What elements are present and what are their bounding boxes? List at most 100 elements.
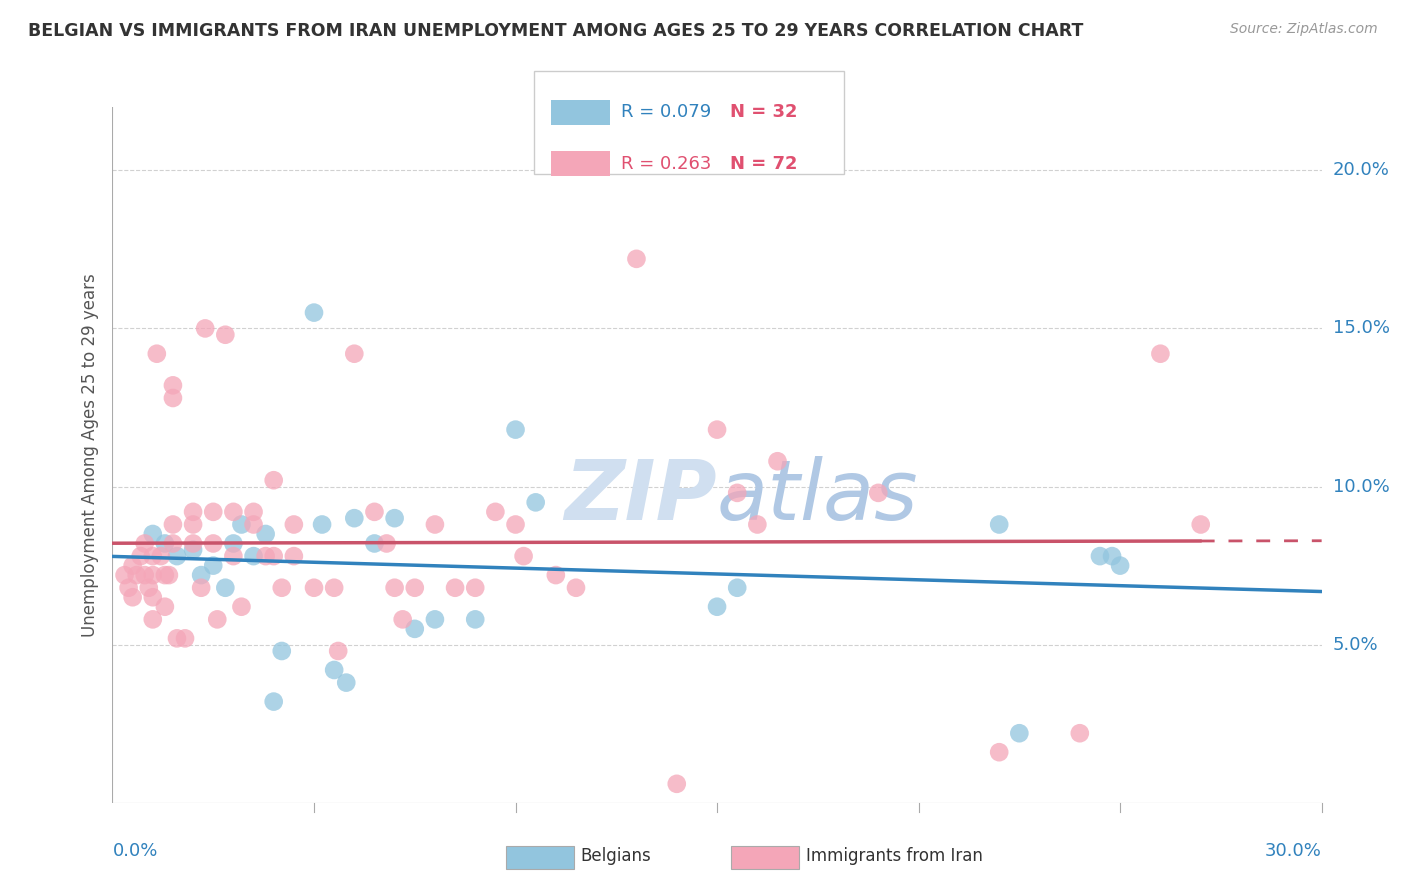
Text: R = 0.079: R = 0.079 [621, 103, 711, 121]
Text: 30.0%: 30.0% [1265, 842, 1322, 860]
Point [1189, 517, 1212, 532]
Point [142, 612, 165, 626]
Point [512, 549, 534, 563]
Point [544, 568, 567, 582]
Point [194, 321, 217, 335]
Point [153, 536, 176, 550]
Point [404, 622, 426, 636]
Point [1101, 549, 1123, 563]
Point [423, 517, 446, 532]
Point [142, 591, 165, 605]
Point [207, 612, 229, 626]
Point [1088, 549, 1111, 563]
Point [1008, 726, 1031, 740]
Point [146, 347, 169, 361]
Point [142, 549, 165, 563]
Point [423, 612, 446, 626]
Point [311, 517, 333, 532]
Point [343, 511, 366, 525]
Point [231, 599, 253, 614]
Point [725, 581, 748, 595]
Point [222, 549, 245, 563]
Point [254, 527, 277, 541]
Point [444, 581, 467, 595]
Point [162, 517, 184, 532]
Text: Immigrants from Iran: Immigrants from Iran [806, 847, 983, 865]
Point [157, 568, 180, 582]
Point [190, 568, 212, 582]
Point [263, 695, 285, 709]
Text: R = 0.263: R = 0.263 [621, 154, 711, 173]
Text: 0.0%: 0.0% [112, 842, 157, 860]
Point [404, 581, 426, 595]
Point [162, 391, 184, 405]
Point [343, 347, 366, 361]
Point [181, 517, 204, 532]
Text: 20.0%: 20.0% [1333, 161, 1389, 179]
Point [375, 536, 398, 550]
Point [142, 568, 165, 582]
Text: 10.0%: 10.0% [1333, 477, 1389, 496]
Point [202, 505, 225, 519]
Y-axis label: Unemployment Among Ages 25 to 29 years: Unemployment Among Ages 25 to 29 years [80, 273, 98, 637]
Point [270, 581, 292, 595]
Point [283, 517, 305, 532]
Point [202, 558, 225, 573]
Point [1109, 558, 1132, 573]
Point [134, 536, 156, 550]
Point [323, 581, 346, 595]
Point [117, 581, 139, 595]
Point [162, 536, 184, 550]
Point [121, 591, 143, 605]
Point [323, 663, 346, 677]
Point [142, 527, 165, 541]
Point [363, 505, 385, 519]
Point [505, 423, 527, 437]
Point [484, 505, 506, 519]
Point [138, 581, 160, 595]
Point [747, 517, 769, 532]
Text: BELGIAN VS IMMIGRANTS FROM IRAN UNEMPLOYMENT AMONG AGES 25 TO 29 YEARS CORRELATI: BELGIAN VS IMMIGRANTS FROM IRAN UNEMPLOY… [28, 22, 1084, 40]
Point [391, 612, 413, 626]
Text: N = 32: N = 32 [730, 103, 797, 121]
Point [565, 581, 588, 595]
Text: Belgians: Belgians [581, 847, 651, 865]
Point [524, 495, 547, 509]
Point [254, 549, 277, 563]
Point [242, 517, 264, 532]
Text: 15.0%: 15.0% [1333, 319, 1389, 337]
Point [181, 505, 204, 519]
Point [153, 599, 176, 614]
Point [988, 745, 1011, 759]
Point [1069, 726, 1091, 740]
Point [626, 252, 648, 266]
Text: N = 72: N = 72 [730, 154, 797, 173]
Point [214, 581, 236, 595]
Point [222, 536, 245, 550]
Point [665, 777, 688, 791]
Point [384, 581, 406, 595]
Point [242, 505, 264, 519]
Point [114, 568, 136, 582]
Point [464, 612, 486, 626]
Point [505, 517, 527, 532]
Point [263, 549, 285, 563]
Point [766, 454, 789, 468]
Point [263, 473, 285, 487]
Text: ZIP: ZIP [564, 456, 717, 537]
Point [214, 327, 236, 342]
Text: 5.0%: 5.0% [1333, 636, 1378, 654]
Point [725, 486, 748, 500]
Point [1149, 347, 1171, 361]
Point [302, 581, 325, 595]
Point [988, 517, 1011, 532]
Point [384, 511, 406, 525]
Point [149, 549, 172, 563]
Point [363, 536, 385, 550]
Point [129, 549, 152, 563]
Point [125, 568, 148, 582]
Point [335, 675, 357, 690]
Text: atlas: atlas [717, 456, 918, 537]
Point [181, 542, 204, 557]
Point [222, 505, 245, 519]
